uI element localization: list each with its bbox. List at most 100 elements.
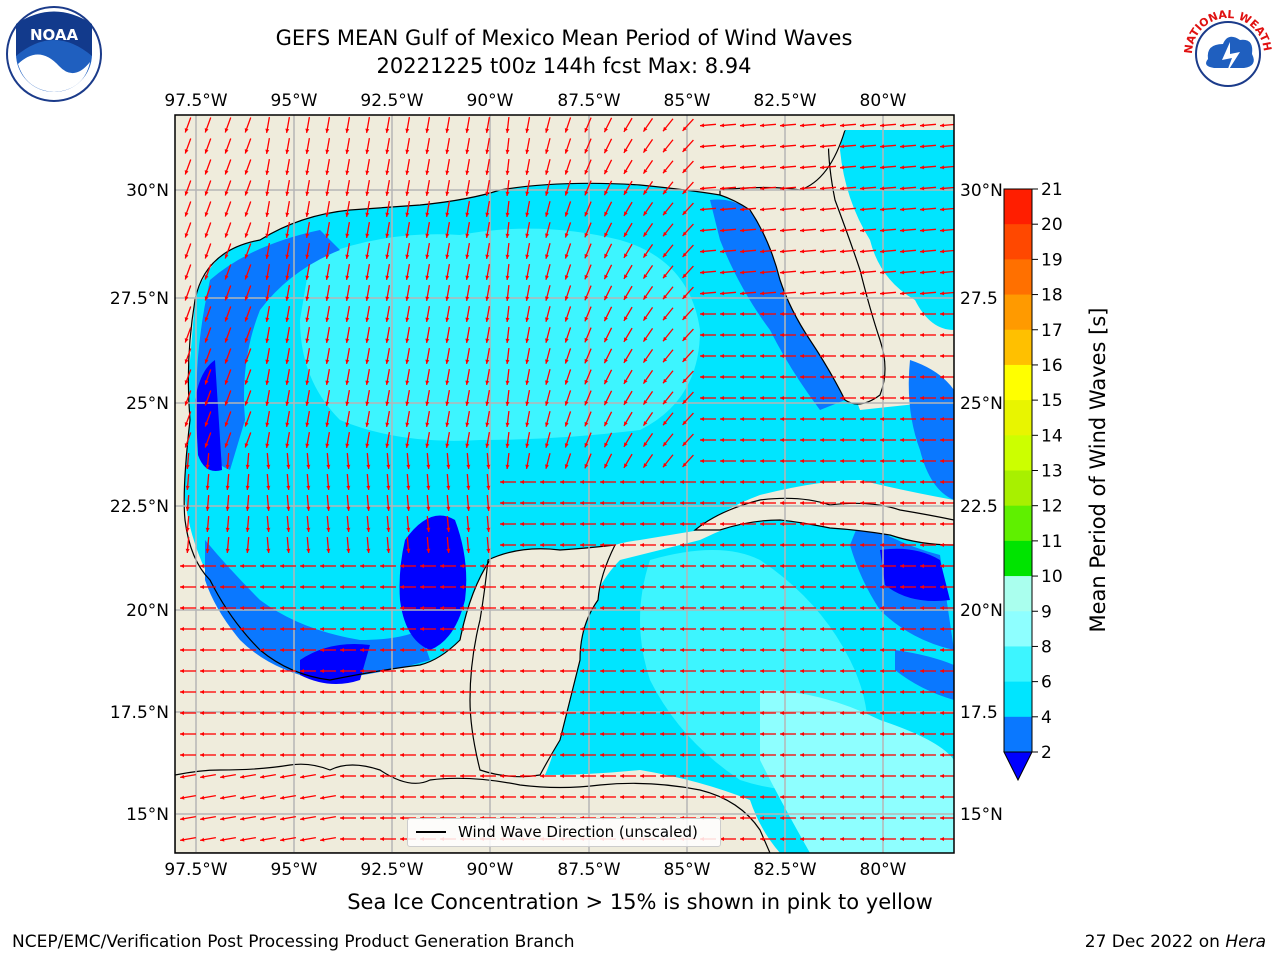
wind-wave-arrowhead (244, 401, 249, 406)
wind-wave-arrowhead (500, 585, 504, 589)
wind-wave-arrowhead (800, 228, 805, 233)
wind-wave-arrowhead (465, 212, 470, 217)
wind-wave-arrowhead (600, 774, 604, 778)
wind-wave-arrowhead (365, 212, 370, 217)
wind-wave-arrowhead (380, 816, 384, 820)
wind-wave-arrowhead (325, 401, 330, 406)
wind-wave-arrowhead (800, 312, 804, 316)
wind-wave-arrowhead (385, 338, 390, 343)
wind-wave-arrowhead (325, 338, 330, 343)
wind-wave-arrowhead (385, 443, 390, 448)
wind-wave-arrowhead (620, 501, 624, 505)
wind-wave-arrowhead (285, 275, 290, 280)
wind-wave-arrowhead (860, 354, 864, 358)
wind-wave-arrowhead (860, 690, 864, 694)
wind-wave-arrowhead (260, 669, 264, 673)
wind-wave-arrowhead (465, 254, 470, 259)
wind-wave-arrowhead (940, 291, 945, 296)
wind-wave-arrowhead (640, 480, 644, 484)
wind-wave-arrowhead (420, 711, 424, 715)
wind-wave-arrowhead (920, 417, 924, 421)
wind-wave-arrowhead (880, 417, 884, 421)
wind-wave-arrowhead (265, 191, 270, 196)
wind-wave-arrowhead (564, 317, 569, 322)
wind-wave-arrowhead (285, 296, 290, 301)
wind-wave-arrowhead (200, 816, 205, 821)
wind-wave-arrowhead (485, 296, 490, 301)
wind-wave-arrowhead (682, 210, 687, 215)
wind-wave-arrowhead (425, 296, 430, 301)
wind-wave-arrowhead (505, 170, 510, 175)
wind-wave-arrowhead (405, 275, 410, 280)
wind-wave-arrowhead (940, 837, 944, 841)
wind-wave-arrowhead (780, 753, 784, 757)
wind-wave-arrowhead (244, 212, 249, 217)
wind-wave-arrowhead (860, 207, 865, 212)
wind-wave-arrowhead (465, 191, 470, 196)
wind-wave-arrowhead (740, 585, 744, 589)
wind-wave-arrowhead (520, 585, 524, 589)
wind-wave-arrowhead (480, 753, 484, 757)
wind-wave-arrowhead (860, 837, 864, 841)
wind-wave-arrowhead (580, 648, 584, 652)
wind-wave-arrowhead (260, 774, 265, 779)
wind-wave-arrowhead (680, 543, 684, 547)
colorbar-segment (1004, 505, 1032, 542)
sea-ice-note: Sea Ice Concentration > 15% is shown in … (347, 890, 933, 914)
wind-wave-arrowhead (286, 527, 291, 532)
wind-wave-arrowhead (620, 774, 624, 778)
wind-wave-arrowhead (240, 669, 244, 673)
wind-wave-arrowhead (500, 480, 504, 484)
wind-wave-arrowhead (345, 359, 350, 364)
wind-wave-arrowhead (800, 396, 804, 400)
wind-wave-arrowhead (360, 669, 364, 673)
wind-wave-arrowhead (500, 606, 504, 610)
wind-wave-arrowhead (680, 564, 684, 568)
wind-wave-arrowhead (244, 296, 249, 301)
wind-wave-arrowhead (900, 123, 905, 128)
wind-wave-arrowhead (405, 254, 410, 259)
wind-wave-arrowhead (604, 295, 608, 301)
wind-wave-arrowhead (700, 606, 704, 610)
wind-wave-arrowhead (700, 648, 704, 652)
wind-wave-arrowhead (520, 690, 524, 694)
wind-wave-arrowhead (300, 732, 304, 736)
wind-wave-arrowhead (800, 837, 804, 841)
wind-wave-arrowhead (224, 401, 229, 406)
wind-wave-arrowhead (480, 711, 484, 715)
wind-wave-arrowhead (180, 690, 184, 694)
wind-wave-arrowhead (564, 191, 569, 196)
wind-wave-arrowhead (505, 128, 510, 133)
wind-wave-arrowhead (445, 128, 450, 133)
wind-wave-arrowhead (663, 399, 668, 405)
wind-wave-arrowhead (265, 128, 270, 133)
wind-wave-arrowhead (820, 564, 824, 568)
wind-wave-arrowhead (800, 627, 804, 631)
wind-wave-arrowhead (285, 128, 290, 133)
lon-label-top: 82.5°W (753, 91, 816, 111)
lon-label-top: 87.5°W (557, 91, 620, 111)
wind-wave-arrowhead (365, 170, 370, 175)
wind-wave-arrowhead (224, 149, 229, 154)
wind-wave-arrowhead (780, 270, 785, 275)
wind-wave-arrowhead (682, 189, 687, 194)
wind-wave-arrowhead (820, 732, 824, 736)
chart-title: GEFS MEAN Gulf of Mexico Mean Period of … (275, 26, 853, 50)
wind-wave-arrowhead (520, 480, 524, 484)
wind-wave-arrowhead (564, 422, 569, 427)
wind-wave-arrowhead (860, 774, 864, 778)
wind-wave-arrowhead (580, 585, 584, 589)
wind-wave-arrowhead (480, 732, 484, 736)
wind-wave-arrowhead (900, 270, 905, 275)
wind-wave-arrowhead (920, 165, 925, 170)
wind-wave-arrowhead (643, 127, 648, 132)
wind-wave-arrowhead (682, 126, 687, 131)
wind-wave-arrowhead (540, 627, 544, 631)
wind-wave-arrowhead (880, 648, 884, 652)
wind-wave-arrowhead (345, 422, 350, 427)
wind-wave-arrowhead (840, 753, 844, 757)
colorbar-segment (1004, 329, 1032, 366)
wind-wave-arrowhead (760, 501, 764, 505)
wind-wave-arrowhead (265, 422, 270, 427)
wind-wave-arrowhead (184, 443, 189, 448)
